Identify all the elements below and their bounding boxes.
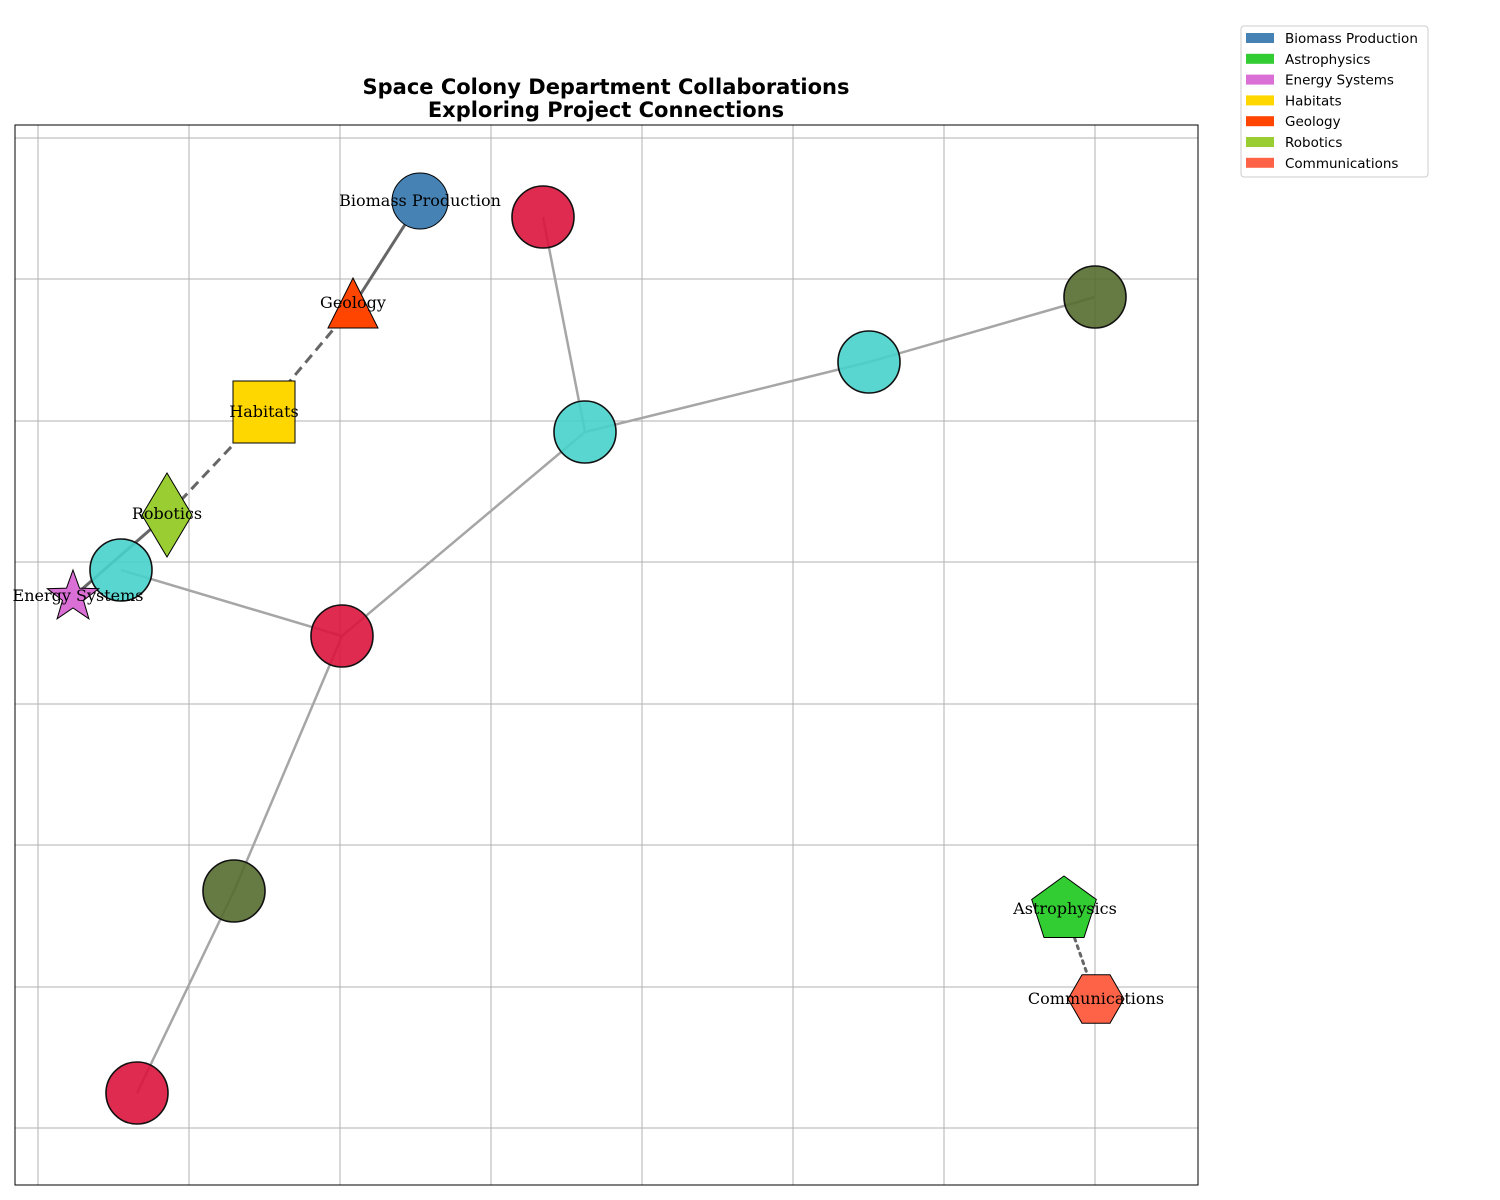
legend-label: Energy Systems xyxy=(1285,73,1394,89)
legend-label: Robotics xyxy=(1285,135,1342,151)
legend-box xyxy=(1240,25,1429,178)
project-edge xyxy=(584,360,870,434)
project-node xyxy=(837,330,901,394)
geology-node xyxy=(327,276,379,329)
project-node xyxy=(511,185,575,249)
legend-swatch xyxy=(1246,95,1274,106)
project-edges xyxy=(120,216,1096,1094)
biomass-node xyxy=(391,172,449,230)
energy-node xyxy=(45,568,101,620)
project-node xyxy=(105,1061,169,1125)
astro-node xyxy=(1031,875,1097,938)
robotics-node xyxy=(141,472,193,558)
figure-title-line-2: Exploring Project Connections xyxy=(428,98,784,122)
legend-swatch xyxy=(1246,74,1274,85)
figure-title-line-1: Space Colony Department Collaborations xyxy=(363,75,850,99)
project-node xyxy=(553,400,617,464)
legend-label: Habitats xyxy=(1285,93,1342,109)
project-edge xyxy=(868,295,1096,364)
project-edge xyxy=(135,890,236,1094)
plot-area xyxy=(15,125,1198,1185)
legend-swatch xyxy=(1246,53,1274,64)
project-nodes xyxy=(89,185,1127,1125)
department-nodes xyxy=(45,172,1125,1024)
project-node xyxy=(310,604,374,668)
habitats-node xyxy=(232,380,296,444)
project-edge xyxy=(120,568,343,638)
comms-label: Communications xyxy=(1028,989,1164,1008)
biomass-label: Biomass Production xyxy=(339,191,501,210)
legend-swatch xyxy=(1246,33,1274,43)
legend-label: Communications xyxy=(1285,156,1398,172)
energy-label: Energy Systems xyxy=(13,586,144,605)
legend-swatch xyxy=(1246,157,1274,168)
project-node xyxy=(1063,265,1127,329)
legend-label: Biomass Production xyxy=(1285,31,1418,47)
grid-lines xyxy=(15,125,1198,1185)
legend-swatch xyxy=(1246,137,1274,147)
department-labels: Biomass Production Geology Habitats Robotic… xyxy=(13,191,1165,1008)
plot-border xyxy=(14,124,1199,1186)
project-edge xyxy=(541,216,587,433)
astro-label: Astrophysics xyxy=(1012,899,1117,918)
legend-swatch xyxy=(1246,116,1274,127)
habitats-label: Habitats xyxy=(229,402,298,421)
legend-label: Astrophysics xyxy=(1285,52,1370,68)
project-node xyxy=(89,538,153,602)
legend-label: Geology xyxy=(1285,114,1341,130)
geology-label: Geology xyxy=(320,293,386,312)
robotics-label: Robotics xyxy=(132,504,202,523)
project-node xyxy=(202,859,266,923)
project-edge xyxy=(232,635,344,892)
legend: Biomass Production Astrophysics Energy Sys… xyxy=(1240,25,1429,178)
comms-node xyxy=(1067,974,1125,1024)
project-edge xyxy=(341,431,586,637)
